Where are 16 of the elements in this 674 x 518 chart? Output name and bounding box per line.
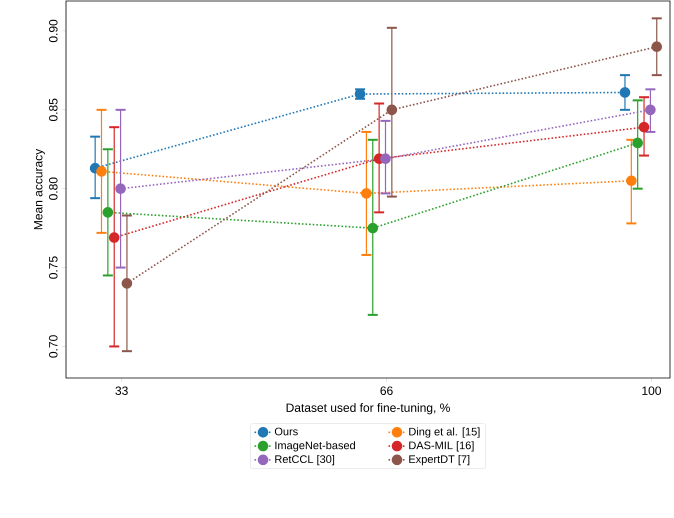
legend-label: Ding et al. [15]	[409, 427, 480, 438]
legend-label: DAS-MIL [16]	[409, 441, 474, 452]
x-tick-label: 33	[115, 386, 128, 395]
y-tick-label: 0.80	[49, 177, 58, 200]
y-tick-label: 0.90	[49, 20, 58, 42]
x-axis-title: Dataset used for fine-tuning, %	[286, 403, 450, 414]
y-tick-label: 0.85	[49, 98, 58, 122]
x-tick-label: 66	[380, 386, 393, 395]
y-tick-label: 0.70	[49, 335, 58, 358]
y-axis-title: Mean accuracy	[34, 148, 45, 230]
legend-label: ImageNet-based	[275, 441, 355, 452]
legend-label: ExpertDT [7]	[409, 454, 470, 466]
x-tick-label: 100	[642, 386, 661, 395]
legend-label: RetCCL [30]	[275, 454, 334, 466]
legend-label: Ours	[274, 428, 298, 436]
y-tick-label: 0.75	[49, 256, 58, 279]
